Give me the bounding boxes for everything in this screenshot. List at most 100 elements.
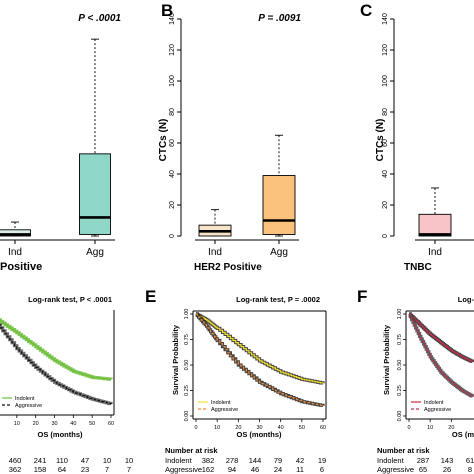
panel-f-risk-value: 8 (468, 465, 472, 474)
panel-e-series-band-indolent (195, 312, 325, 385)
panel-d-x-tick-label: 20 (33, 421, 39, 427)
panel-a-box-agg (79, 153, 111, 235)
panel-d-x-tick-label: 30 (51, 421, 57, 427)
panel-f: F Log- Survival Probability 0.00 0.25 0.50… (357, 287, 474, 474)
panel-d-risk-value: 7 (127, 465, 131, 474)
panel-e-letter: E (145, 287, 156, 306)
panel-a-x-ticks: Ind Agg (0, 239, 115, 258)
panel-d-risk-value: 362 (9, 465, 22, 474)
panel-d-xlabel: OS (months) (38, 430, 83, 439)
panel-b-x-ticks: Ind Agg (195, 239, 299, 258)
panel-d-x-tick-label: 10 (14, 421, 20, 427)
panel-f-risk-value: 143 (441, 456, 454, 465)
panel-e-risk-value: 79 (274, 456, 282, 465)
panel-e-xlabel: OS (months) (237, 430, 282, 439)
panel-d-risk-value: 10 (103, 456, 111, 465)
panel-b-letter: B (161, 1, 173, 20)
panel-c-y-tick-label: 140 (382, 13, 389, 25)
panel-e-y-tick-label: 0.50 (184, 360, 190, 371)
panel-c-letter: C (360, 1, 372, 20)
panel-e-x-tick-label: 10 (214, 425, 220, 431)
panel-f-risk-value: 61 (466, 456, 474, 465)
panel-a-box-ind (0, 229, 31, 237)
panel-f-y-tick-label: 1.00 (397, 309, 403, 320)
panel-e-legend-label: Aggressive (211, 407, 238, 413)
panel-b-y-tick-label: 140 (169, 13, 176, 25)
panel-e-ylabel: Survival Probability (171, 324, 180, 395)
panel-e-risk-label: Indolent (165, 456, 193, 465)
panel-a-x-tick-label: Agg (86, 247, 104, 258)
panel-f-xlabel: OS (m (452, 430, 474, 439)
panel-d: Log-rank test, P < .0001 10 20 30 40 50 60 Ind… (0, 295, 133, 474)
panel-e-risk-value: 46 (251, 465, 259, 474)
panel-e-risk-value: 19 (318, 456, 326, 465)
panel-e-y-tick-label: 1.00 (184, 309, 190, 320)
panel-e-risk-value: 24 (274, 465, 282, 474)
panel-d-risk-value: 10 (125, 456, 133, 465)
panel-e-x-tick-label: 40 (278, 425, 284, 431)
panel-e-risk-value: 382 (202, 456, 215, 465)
panel-e-km-plot: 0.00 0.25 0.50 0.75 1.00 0 10 20 30 40 50 60 Indolen… (184, 309, 327, 431)
panel-b-y-tick-label: 20 (169, 201, 176, 209)
panel-e-risk-value: 94 (228, 465, 236, 474)
panel-e-x-tick-label: 30 (256, 425, 262, 431)
panel-f-logrank: Log- (458, 295, 474, 304)
panel-d-risk-value: 23 (81, 465, 89, 474)
panel-f-ylabel: Survival Probability (382, 324, 391, 395)
panel-a: P < .0001 Ind Agg Positive (0, 13, 121, 273)
panel-d-x-tick-label: 60 (108, 421, 114, 427)
panel-f-risk-title: Number at risk (377, 446, 430, 455)
panel-e-legend-label: Indolent (211, 400, 231, 406)
panel-f-risk-table: Indolent 287 143 61 Aggressive 65 26 8 (377, 456, 474, 474)
panel-c-ylabel: CTCs (N) (375, 119, 386, 162)
panel-c-x-tick-label: Ind (428, 247, 442, 258)
panel-f-letter: F (357, 287, 367, 306)
panel-e-x-tick-label: 60 (320, 425, 326, 431)
panel-d-risk-value: 158 (34, 465, 47, 474)
panel-e-risk-value: 162 (202, 465, 215, 474)
panel-b-y-ticks: 0 20 40 60 80 100 120 140 (169, 13, 182, 238)
panel-d-risk-value: 241 (34, 456, 47, 465)
panel-f-risk-value: 26 (443, 465, 451, 474)
panel-f-x-tick-label: 10 (427, 425, 433, 431)
panel-b-y-tick-label: 0 (169, 234, 176, 238)
panel-b-y-tick-label: 100 (169, 75, 176, 87)
panel-e-risk-title: Number at risk (165, 446, 218, 455)
panel-d-logrank: Log-rank test, P < .0001 (28, 295, 112, 304)
panel-e-risk-label: Aggressive (165, 465, 202, 474)
panel-e-x-tick-label: 20 (235, 425, 241, 431)
panel-c-box-ind (418, 213, 452, 237)
panel-c-y-tick-label: 40 (382, 170, 389, 178)
panel-f-y-tick-label: 0.00 (397, 411, 403, 422)
panel-e-y-tick-label: 0.00 (184, 411, 190, 422)
panel-f-risk-label: Indolent (377, 456, 405, 465)
panel-c-subtitle: TNBC (404, 262, 432, 273)
panel-d-risk-value: 64 (58, 465, 66, 474)
panel-f-risk-value: 65 (419, 465, 427, 474)
panel-a-pvalue: P < .0001 (78, 13, 121, 24)
panel-e-risk-value: 144 (249, 456, 262, 465)
panel-f-x-tick-label: 0 (407, 425, 410, 431)
panel-e-y-tick-label: 0.75 (184, 334, 190, 345)
panel-c-boxes (418, 187, 452, 237)
panel-f-legend-label: Indolent (424, 400, 444, 406)
panel-e-risk-value: 278 (226, 456, 239, 465)
panel-e: E Log-rank test, P = .0002 Survival Prob… (145, 287, 327, 474)
panel-f-x-tick-label: 20 (448, 425, 454, 431)
panel-b-pvalue: P = .0091 (258, 13, 301, 24)
panel-f-risk-label: Aggressive (377, 465, 414, 474)
panel-e-series-aggressive (196, 313, 324, 406)
panel-e-logrank: Log-rank test, P = .0002 (236, 295, 320, 304)
panel-e-x-tick-label: 50 (299, 425, 305, 431)
panel-d-series-aggressive (0, 324, 112, 405)
panel-b-y-tick-label: 40 (169, 170, 176, 178)
panel-b-y-tick-label: 120 (169, 44, 176, 56)
panel-b-y-tick-label: 80 (169, 108, 176, 116)
panel-d-x-tick-label: 40 (70, 421, 76, 427)
panel-f-y-tick-label: 0.75 (397, 334, 403, 345)
panel-f-km-plot: 0.00 0.25 0.50 0.75 1.00 0 10 20 IndolentAggress… (397, 309, 474, 431)
panel-c-y-tick-label: 120 (382, 44, 389, 56)
panel-a-x-tick-label: Ind (8, 247, 22, 258)
panel-a-subtitle: Positive (0, 261, 42, 273)
panel-e-risk-value: 42 (296, 456, 304, 465)
